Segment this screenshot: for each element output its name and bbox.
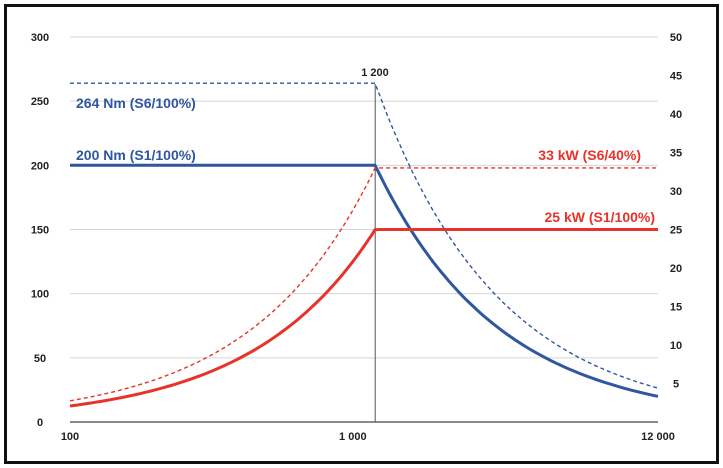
label-264nm: 264 Nm (S6/100%) bbox=[76, 95, 196, 111]
x-tick-label: 1 000 bbox=[339, 431, 367, 443]
y-right-tick-label: 35 bbox=[670, 148, 682, 160]
chart-frame bbox=[4, 4, 719, 464]
label-33kw: 33 kW (S6/40%) bbox=[538, 147, 641, 163]
y-left-tick-label: 300 bbox=[31, 32, 49, 44]
series-line-3 bbox=[69, 228, 658, 408]
y-right-tick-label: 45 bbox=[670, 71, 682, 83]
label-200nm: 200 Nm (S1/100%) bbox=[76, 147, 196, 163]
y-right-tick-label: 15 bbox=[670, 302, 682, 314]
y-right-tick-label: 30 bbox=[670, 186, 682, 198]
y-left-tick-label: 200 bbox=[31, 160, 49, 172]
y-right-tick-label: 10 bbox=[670, 340, 682, 352]
y-right-tick-label: 5 bbox=[673, 379, 679, 391]
x-tick-label: 100 bbox=[61, 431, 79, 443]
marker-label: 1 200 bbox=[361, 67, 389, 79]
x-tick-label: 12 000 bbox=[641, 431, 675, 443]
y-right-tick-label: 50 bbox=[670, 32, 682, 44]
lines bbox=[69, 82, 659, 408]
y-left-tick-label: 250 bbox=[31, 96, 49, 108]
y-right-tick-label: 40 bbox=[670, 109, 682, 121]
y-left-tick-label: 100 bbox=[31, 289, 49, 301]
series-line-1 bbox=[70, 163, 659, 398]
y-right-tick-label: 20 bbox=[670, 263, 682, 275]
y-left-tick-label: 0 bbox=[37, 417, 43, 429]
y-left-tick-label: 150 bbox=[31, 225, 49, 237]
series-line-2 bbox=[69, 167, 658, 402]
y-right-tick-label: 25 bbox=[670, 225, 682, 237]
label-25kw: 25 kW (S1/100%) bbox=[545, 209, 656, 225]
series-line-0 bbox=[70, 82, 659, 389]
y-left-tick-label: 50 bbox=[34, 353, 46, 365]
ticks: 0 50 100 150 200 250 300 5 10 15 20 25 30 35 40 45 50 100… bbox=[31, 32, 682, 443]
